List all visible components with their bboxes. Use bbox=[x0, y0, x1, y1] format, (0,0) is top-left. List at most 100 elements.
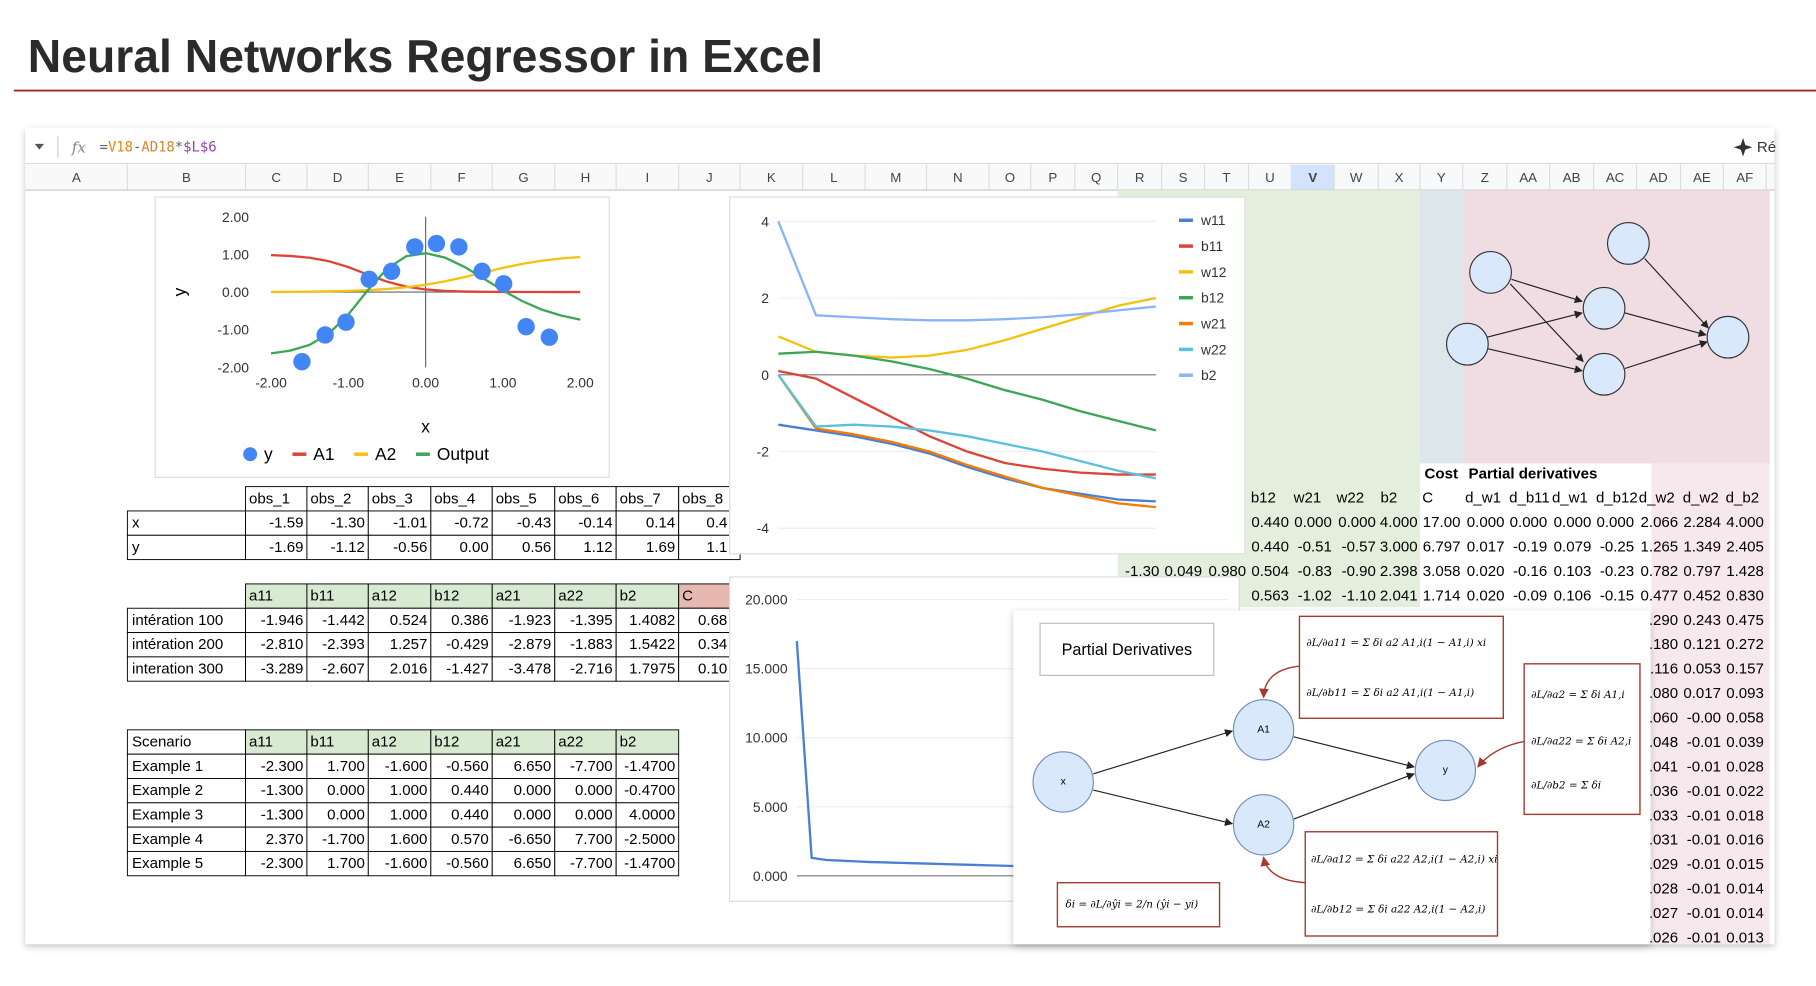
cell-text: 17.00 bbox=[1423, 514, 1461, 531]
header-cell bbox=[430, 583, 493, 609]
column-header: AC bbox=[1606, 170, 1625, 185]
column-header: A bbox=[72, 170, 81, 185]
header-text: obs_3 bbox=[372, 490, 413, 507]
legend-swatch bbox=[243, 447, 258, 462]
cell-text: 3.000 bbox=[1380, 538, 1418, 555]
cell-text: 6.797 bbox=[1423, 538, 1461, 555]
column-header: Y bbox=[1437, 170, 1446, 185]
cell-text: 0.079 bbox=[1554, 538, 1592, 555]
cell-text: 0.243 bbox=[1683, 612, 1721, 629]
formula: ∂L/∂a11 = Σ δi a2 A1,i(1 − A1,i) xi bbox=[1306, 637, 1486, 649]
column-header: S bbox=[1179, 170, 1188, 185]
cell-text: .033 bbox=[1649, 807, 1678, 824]
edge bbox=[1293, 736, 1415, 770]
edge bbox=[1486, 310, 1583, 338]
legend-label: A2 bbox=[375, 444, 396, 464]
cell bbox=[306, 632, 369, 658]
formula-part: V18 bbox=[108, 139, 133, 155]
cell-text: .180 bbox=[1649, 636, 1678, 653]
cell-text: 0.440 bbox=[451, 806, 489, 823]
cell-text: 0.272 bbox=[1726, 636, 1764, 653]
formula: δi = ∂L/∂ŷi = 2/n (ŷi − yi) bbox=[1066, 898, 1199, 911]
cell-text: .116 bbox=[1650, 661, 1678, 678]
chart-area bbox=[154, 196, 610, 478]
cell-text: 2.066 bbox=[1641, 514, 1679, 531]
header-cell bbox=[126, 729, 246, 755]
cell bbox=[430, 656, 493, 682]
point bbox=[360, 270, 378, 288]
cell-text: 2.284 bbox=[1683, 514, 1721, 531]
y-tick-label: 4 bbox=[761, 213, 769, 229]
cell-text: -2.607 bbox=[322, 661, 365, 678]
edge bbox=[1511, 278, 1583, 304]
cell bbox=[491, 534, 556, 561]
cell bbox=[430, 632, 493, 658]
cell-text: 0.452 bbox=[1683, 587, 1721, 604]
header-text: b11 bbox=[310, 734, 334, 751]
cell-text: 1.000 bbox=[390, 806, 428, 823]
cell-text: 0.797 bbox=[1683, 563, 1721, 580]
tables: obs_1 obs_2 obs_3 obs_4 obs_5 obs_6 obs_7 obs_8… bbox=[126, 465, 1764, 946]
cell-text: 0.106 bbox=[1554, 587, 1592, 604]
node bbox=[1606, 221, 1650, 265]
header-text: obs_8 bbox=[682, 490, 723, 507]
column-header: AB bbox=[1563, 170, 1581, 185]
formula: ∂L/∂a22 = Σ δi A2,i bbox=[1531, 735, 1631, 747]
cell-text: 1.257 bbox=[390, 636, 428, 653]
cell-text: -0.01 bbox=[1687, 929, 1721, 946]
header-text: d_w1 bbox=[1465, 490, 1501, 507]
fx-label: fx bbox=[71, 138, 87, 156]
cell-text: 2.370 bbox=[266, 831, 304, 848]
cell bbox=[491, 850, 556, 877]
cell-text: -2.716 bbox=[570, 661, 613, 678]
cell-text: 0.440 bbox=[1251, 514, 1289, 531]
cell-text: 0.477 bbox=[1641, 587, 1679, 604]
header-text: d_w2 bbox=[1683, 490, 1719, 507]
cell bbox=[554, 607, 617, 634]
cell bbox=[615, 656, 680, 682]
cell-text: -3.289 bbox=[261, 661, 304, 678]
cell-text: 7.700 bbox=[575, 831, 613, 848]
formula: ∂L/∂a12 = Σ δi a22 A2,i(1 − A2,i) xi bbox=[1311, 854, 1497, 866]
cell-text: 0.563 bbox=[1251, 587, 1289, 604]
cell bbox=[554, 826, 617, 852]
cell-text: 0.020 bbox=[1467, 587, 1505, 604]
cell bbox=[367, 632, 432, 658]
y-tick-label: 1.00 bbox=[222, 246, 249, 262]
cell-text: -0.01 bbox=[1687, 832, 1721, 849]
cell bbox=[554, 534, 617, 561]
cell-text: 0.053 bbox=[1683, 661, 1721, 678]
cell-text: 1.265 bbox=[1641, 538, 1679, 555]
cell-text: 0.56 bbox=[522, 539, 551, 556]
cell-text: -0.01 bbox=[1687, 905, 1721, 922]
cell-text: 0.014 bbox=[1726, 881, 1764, 898]
node bbox=[1445, 322, 1489, 366]
cell-text: 1.600 bbox=[390, 831, 428, 848]
network-diagram bbox=[1445, 221, 1750, 396]
cell-text: -1.923 bbox=[509, 612, 552, 629]
header-text: obs_2 bbox=[310, 490, 351, 507]
cell-text: 0.440 bbox=[1251, 538, 1289, 555]
cell-text: 2.016 bbox=[390, 661, 428, 678]
x-tick-label: 0.00 bbox=[412, 374, 439, 390]
formula-part: = bbox=[100, 139, 108, 155]
header-text: a22 bbox=[558, 734, 583, 751]
cell-text: .080 bbox=[1649, 685, 1678, 702]
row-label: Example 4 bbox=[132, 831, 203, 848]
point bbox=[337, 313, 355, 331]
cell-text: -2.300 bbox=[261, 855, 304, 872]
cell-text: 6.650 bbox=[514, 855, 552, 872]
column-header: H bbox=[581, 170, 591, 185]
legend-label: w21 bbox=[1200, 316, 1227, 332]
cell-text: 0.022 bbox=[1726, 783, 1764, 800]
header-cell bbox=[306, 729, 369, 755]
cell-text: -1.600 bbox=[385, 855, 428, 872]
header-text: a21 bbox=[496, 734, 521, 751]
cell bbox=[615, 534, 680, 561]
header-text: C bbox=[1422, 490, 1433, 507]
link-arrow bbox=[1259, 665, 1300, 699]
header-cell bbox=[554, 729, 617, 755]
cell-text: 0.440 bbox=[451, 782, 489, 799]
point bbox=[495, 275, 513, 293]
